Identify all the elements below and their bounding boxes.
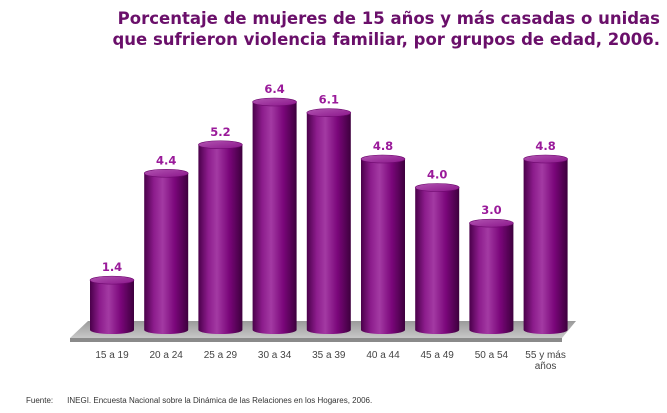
source-note: Fuente: INEGI. Encuesta Nacional sobre la… [26, 396, 372, 405]
bar-5 [306, 108, 352, 334]
value-labels-group: 1.4 4.4 5.2 6.4 6.1 4.8 4.0 3.0 4.8 [102, 82, 556, 274]
bar-cap [360, 154, 406, 164]
bar-body [198, 144, 243, 334]
chart-title-line-1: Porcentaje de mujeres de 15 años y más c… [117, 9, 660, 28]
value-label-3: 5.2 [210, 125, 230, 139]
bar-cap [523, 154, 568, 164]
floor-front [70, 338, 562, 342]
bar-4 [252, 97, 297, 334]
bar-cap [198, 140, 243, 150]
bar-body [90, 280, 134, 334]
bar-body [415, 187, 460, 334]
bar-cap [414, 183, 460, 192]
bar-6 [360, 154, 406, 334]
bar-cap [469, 218, 514, 228]
chart-title: Porcentaje de mujeres de 15 años y más c… [60, 8, 660, 50]
bars-group [89, 97, 568, 334]
bar-cap [143, 168, 189, 178]
x-tick-label-9: 55 y más años [525, 350, 566, 372]
x-tick-label-3: 25 a 29 [204, 350, 238, 361]
source-text: INEGI. Encuesta Nacional sobre la Dinámi… [67, 396, 373, 405]
x-tick-label-1: 15 a 19 [95, 350, 129, 361]
x-tick-label-5: 35 a 39 [312, 350, 346, 361]
bar-9 [523, 154, 568, 334]
bar-body [361, 159, 405, 334]
bar-8 [469, 218, 514, 334]
value-label-7: 4.0 [427, 168, 447, 182]
bar-1 [89, 275, 135, 334]
bar-cap [306, 108, 352, 117]
bar-3 [198, 140, 243, 334]
bar-7 [414, 183, 460, 334]
bar-cap [252, 97, 297, 107]
value-label-8: 3.0 [481, 203, 501, 217]
value-label-1: 1.4 [102, 260, 122, 274]
bar-body [306, 112, 351, 334]
bar-body [252, 102, 297, 334]
x-tick-label-6: 40 a 44 [366, 350, 400, 361]
x-tick-label-4: 30 a 34 [258, 350, 292, 361]
value-label-9: 4.8 [535, 139, 555, 153]
x-tick-label-8: 50 a 54 [475, 350, 509, 361]
bar-body [469, 223, 514, 334]
value-label-4: 6.4 [264, 82, 284, 96]
bar-body [144, 173, 189, 334]
source-label: Fuente: [26, 396, 54, 405]
value-label-5: 6.1 [319, 93, 339, 107]
bar-cap [89, 275, 135, 285]
chart-title-line-2: que sufrieron violencia familiar, por gr… [112, 30, 660, 49]
value-label-6: 4.8 [373, 139, 393, 153]
value-label-2: 4.4 [156, 153, 176, 167]
x-tick-label-2: 20 a 24 [150, 350, 184, 361]
x-tick-labels-group: 15 a 19 20 a 24 25 a 29 30 a 34 35 a 39 40 a … [95, 350, 566, 372]
bar-2 [143, 168, 189, 334]
x-tick-label-7: 45 a 49 [421, 350, 455, 361]
bar-body [523, 159, 568, 334]
